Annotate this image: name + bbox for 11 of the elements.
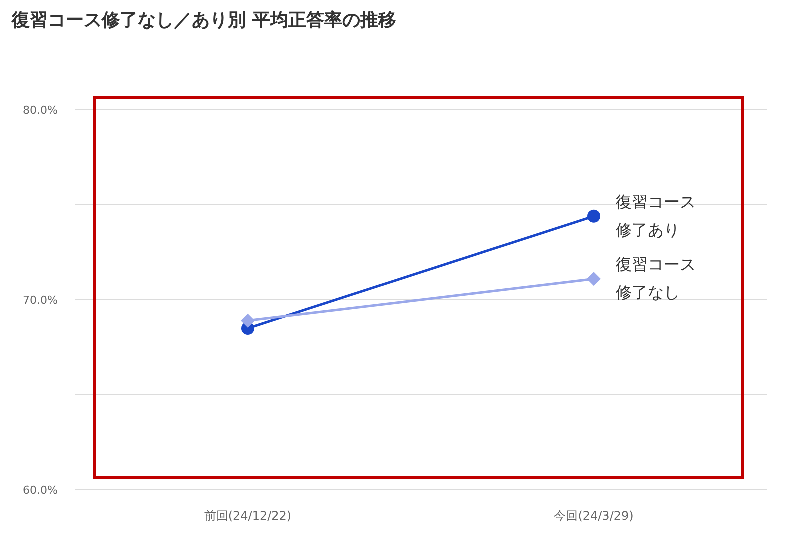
point [588,210,600,223]
y-tick-label: 70.0% [23,294,58,307]
series-label: 復習コース修了なし [616,255,696,302]
x-tick-label: 今回(24/3/29) [554,509,634,523]
series-label: 復習コース修了あり [616,192,696,240]
chart-title: 復習コース修了なし／あり別 平均正答率の推移 [11,10,396,31]
x-tick-label: 前回(24/12/22) [204,509,292,523]
point [587,272,601,286]
point [241,314,255,328]
y-tick-label: 80.0% [23,104,58,117]
y-tick-label: 60.0% [23,484,58,497]
